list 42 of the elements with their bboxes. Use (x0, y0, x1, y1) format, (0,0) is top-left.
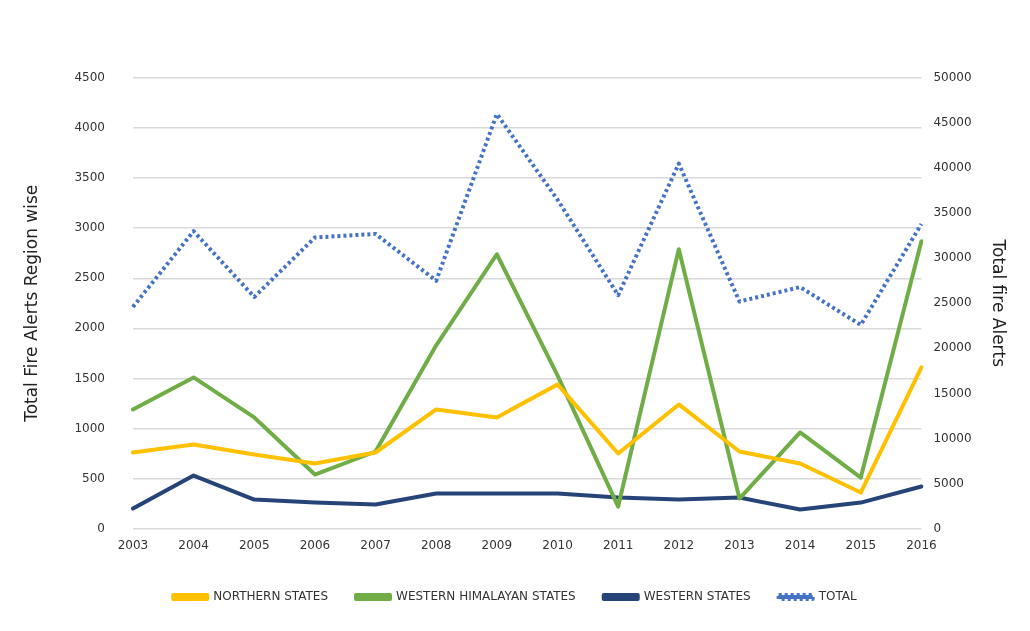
line-series (130, 112, 924, 327)
x-tick-label: 2003 (117, 537, 149, 552)
y2-tick-label: 30000 (933, 250, 972, 265)
legend-label: NORTHERN STATES (213, 589, 329, 604)
y2-tick-label: 50000 (933, 70, 972, 85)
x-tick-label: 2012 (663, 537, 695, 552)
y2-tick-label: 15000 (933, 385, 972, 400)
legend-label: TOTAL (817, 589, 858, 604)
x-tick-label: 2005 (238, 537, 270, 552)
y-tick-label: 2500 (74, 270, 105, 285)
legend-label: WESTERN STATES (643, 589, 751, 604)
y-tick-label: 3500 (74, 170, 105, 185)
x-tick-label: 2007 (360, 537, 391, 552)
x-tick-label: 2011 (602, 537, 634, 552)
x-tick-label: 2010 (542, 537, 573, 552)
y2-tick-label: 20000 (933, 340, 972, 355)
x-tick-label: 2004 (178, 537, 209, 552)
y2-tick-label: 45000 (933, 115, 972, 130)
y2-tick-label: 0 (933, 520, 942, 535)
x-tick-label: 2008 (420, 537, 452, 552)
y-tick-label: 3000 (74, 220, 105, 235)
y2-axis-title: Total fire Alerts (989, 238, 1010, 368)
y-tick-label: 4500 (74, 70, 105, 85)
y-tick-label: 2000 (74, 320, 105, 335)
y2-tick-label: 5000 (933, 475, 964, 490)
y-axis-title: Total Fire Alerts Region wise (20, 184, 41, 423)
y-tick-label: 4000 (74, 120, 105, 135)
y2-tick-label: 25000 (933, 295, 972, 310)
x-tick-label: 2014 (784, 537, 816, 552)
x-tick-label: 2006 (299, 537, 331, 552)
y-tick-label: 0 (97, 520, 105, 535)
y2-tick-label: 35000 (933, 205, 972, 220)
x-tick-label: 2009 (481, 537, 513, 552)
x-tick-label: 2015 (845, 537, 877, 552)
y-tick-label: 1000 (74, 420, 105, 435)
y-tick-label: 500 (82, 470, 105, 485)
y2-tick-label: 10000 (933, 430, 972, 445)
x-tick-label: 2016 (906, 537, 937, 552)
legend-label: WESTERN HIMALAYAN STATES (396, 589, 576, 604)
x-tick-label: 2013 (724, 537, 755, 552)
y2-tick-label: 40000 (933, 160, 972, 175)
y-tick-label: 1500 (74, 370, 105, 385)
